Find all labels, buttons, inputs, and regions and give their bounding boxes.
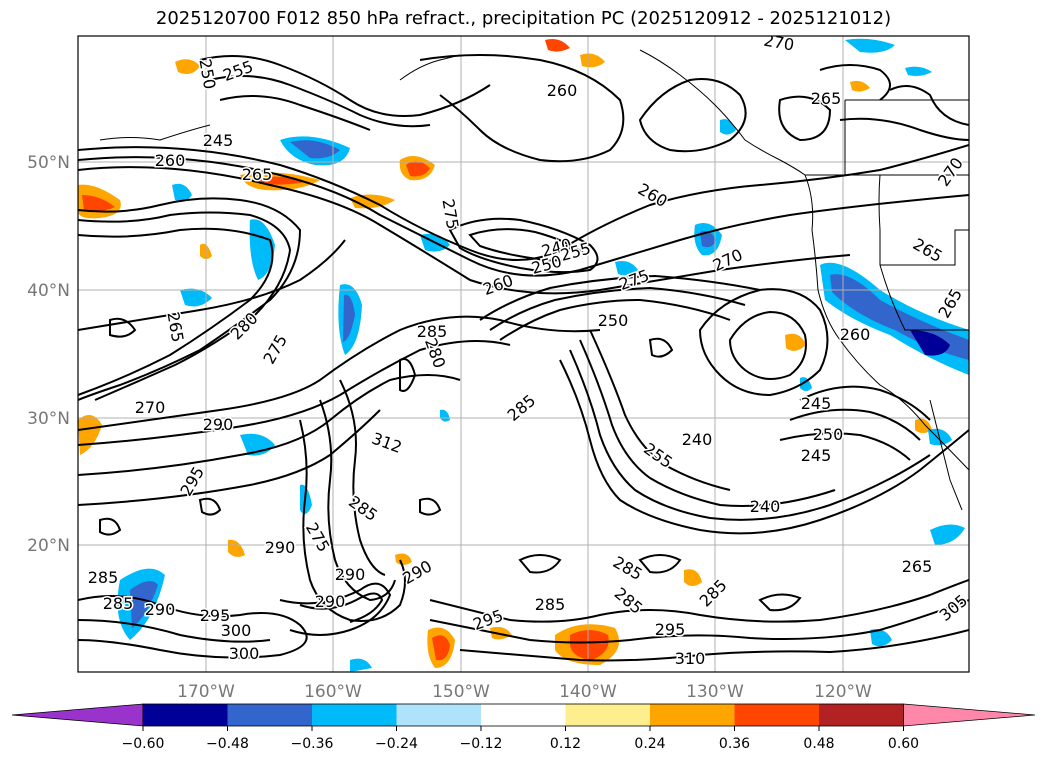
contour-label: 265: [163, 310, 187, 343]
lat-label-30: 30°N: [27, 409, 70, 429]
colorbar-tick-label: 0.24: [634, 736, 665, 752]
colorbar-tick-label: −0.60: [122, 736, 165, 752]
lon-label-150: 150°W: [432, 682, 490, 702]
contour-label: 265: [811, 89, 842, 108]
colorbar-segment: [312, 704, 397, 726]
contour-label: 290: [203, 415, 234, 434]
plot-frame: [77, 35, 970, 673]
colorbar-segment: [143, 704, 228, 726]
colorbar: −0.60 −0.48 −0.36 −0.24 −0.12 0.12 0.24 0.36 0.4…: [11, 703, 1036, 752]
colorbar-tick-label: −0.24: [375, 736, 418, 752]
contour-label: 245: [801, 394, 832, 413]
contour-label: 295: [655, 620, 686, 639]
colorbar-segment: [481, 704, 566, 726]
colorbar-segment: [819, 704, 904, 726]
colorbar-tick-label: 0.48: [803, 736, 834, 752]
contour-label: 290: [315, 592, 346, 611]
contour-label: 250: [813, 425, 844, 444]
colorbar-tick-label: −0.12: [460, 736, 503, 752]
coastlines: [99, 49, 969, 511]
contour-label: 300: [221, 621, 252, 640]
contour-label: 250: [598, 311, 629, 330]
contour-label: 290: [335, 565, 366, 584]
contour-label: 245: [203, 131, 234, 150]
lon-label-170: 170°W: [177, 682, 235, 702]
contour-label: 270: [135, 398, 166, 417]
colorbar-tick-label: 0.36: [719, 736, 750, 752]
refractivity-contours: [78, 54, 969, 662]
contour-label: 285: [103, 594, 134, 613]
contour-label: 270: [762, 31, 795, 55]
contour-label: 240: [750, 497, 781, 516]
colorbar-segment: [565, 704, 651, 726]
contour-label: 310: [675, 649, 706, 668]
contour-label: 290: [145, 600, 176, 619]
contour-label: 265: [242, 165, 273, 184]
lat-label-50: 50°N: [27, 153, 70, 173]
contour-label: 285: [88, 568, 119, 587]
lat-label-20: 20°N: [27, 536, 70, 556]
colorbar-segment: [396, 704, 482, 726]
contour-label: 245: [801, 446, 832, 465]
contour-label: 295: [200, 606, 231, 625]
latitude-axis: 50°N 40°N 30°N 20°N: [27, 153, 70, 556]
map-title: 2025120700 F012 850 hPa refract., precip…: [155, 8, 892, 29]
lon-label-160: 160°W: [304, 682, 362, 702]
map-gridlines: [78, 36, 969, 672]
longitude-axis: 170°W 160°W 150°W 140°W 130°W 120°W: [177, 682, 872, 702]
lon-label-130: 130°W: [686, 682, 744, 702]
contour-label: 285: [535, 595, 566, 614]
colorbar-segment: [734, 704, 820, 726]
contour-label: 260: [840, 325, 871, 344]
lon-label-120: 120°W: [814, 682, 872, 702]
contour-label: 265: [902, 557, 933, 576]
contour-label: 290: [265, 538, 296, 557]
colorbar-tick-label: −0.48: [206, 736, 249, 752]
contour-label: 260: [547, 81, 578, 100]
colorbar-tick-label: 0.60: [888, 736, 919, 752]
colorbar-frame: [142, 703, 904, 727]
contour-label: 300: [229, 644, 260, 663]
colorbar-segment: [227, 704, 313, 726]
lat-label-40: 40°N: [27, 281, 70, 301]
lon-label-140: 140°W: [559, 682, 617, 702]
colorbar-segment: [650, 704, 735, 726]
colorbar-extend-low: [11, 703, 144, 727]
contour-label: 240: [682, 430, 713, 449]
colorbar-tick-label: −0.36: [291, 736, 334, 752]
colorbar-extend-high: [903, 703, 1036, 727]
contour-label: 285: [417, 322, 448, 341]
colorbar-tick-label: 0.12: [550, 736, 581, 752]
contour-label: 260: [155, 151, 186, 170]
